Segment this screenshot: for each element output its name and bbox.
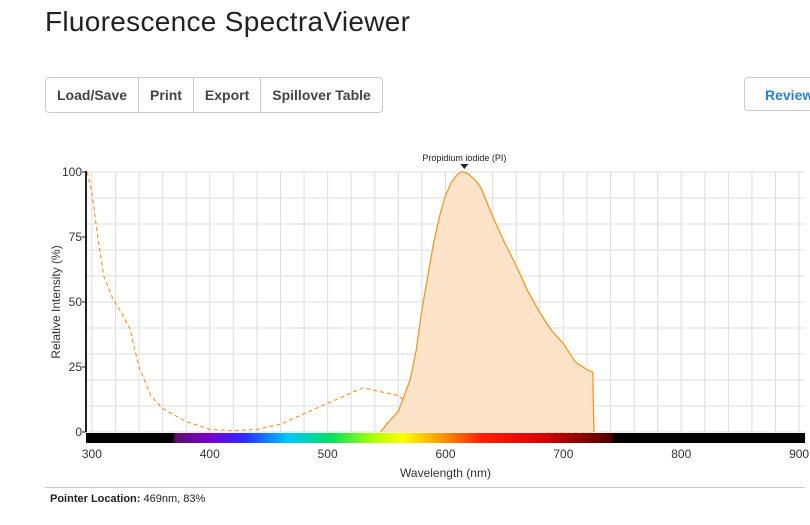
export-button[interactable]: Export [194,78,262,112]
dye-marker-arrow-icon [460,164,469,169]
x-tick-label: 900 [789,447,809,461]
pointer-divider [45,487,805,488]
x-axis-label: Wavelength (nm) [400,466,491,480]
emission-line [380,171,595,433]
chart-axes: 0 25 50 75 100 300 400 500 600 700 800 900 [62,165,809,461]
chart-grid [86,171,805,433]
spectra-lines [86,171,595,433]
wavelength-spectrum-bar [86,433,805,443]
y-tick-label: 0 [75,425,82,439]
y-tick-label: 100 [62,165,82,179]
y-axis-label: Relative Intensity (%) [49,245,63,358]
print-button[interactable]: Print [139,78,194,112]
y-tick-label: 75 [69,230,83,244]
pointer-location: Pointer Location: 469nm, 83% [50,493,205,505]
pointer-location-value: 469nm, 83% [143,493,206,505]
dye-marker-label[interactable]: Propidium iodide (PI) [422,153,506,163]
spectra-chart[interactable]: 0 25 50 75 100 300 400 500 600 700 800 900 Propidiu… [0,145,810,485]
load-save-button[interactable]: Load/Save [46,78,140,112]
x-tick-label: 400 [200,447,220,461]
x-tick-label: 700 [553,447,573,461]
y-tick-label: 50 [69,295,83,309]
emission-fill [380,172,594,432]
x-tick-label: 800 [671,447,691,461]
x-tick-label: 600 [435,447,455,461]
x-tick-label: 500 [318,447,338,461]
review-button[interactable]: Review [744,77,810,111]
page-title: Fluorescence SpectraViewer [45,6,411,37]
toolbar: Load/Save Print Export Spillover Table [45,77,383,113]
pointer-location-label: Pointer Location: [50,493,141,505]
spillover-table-button[interactable]: Spillover Table [272,87,371,103]
x-tick-label: 300 [82,447,102,461]
y-tick-label: 25 [69,360,83,374]
